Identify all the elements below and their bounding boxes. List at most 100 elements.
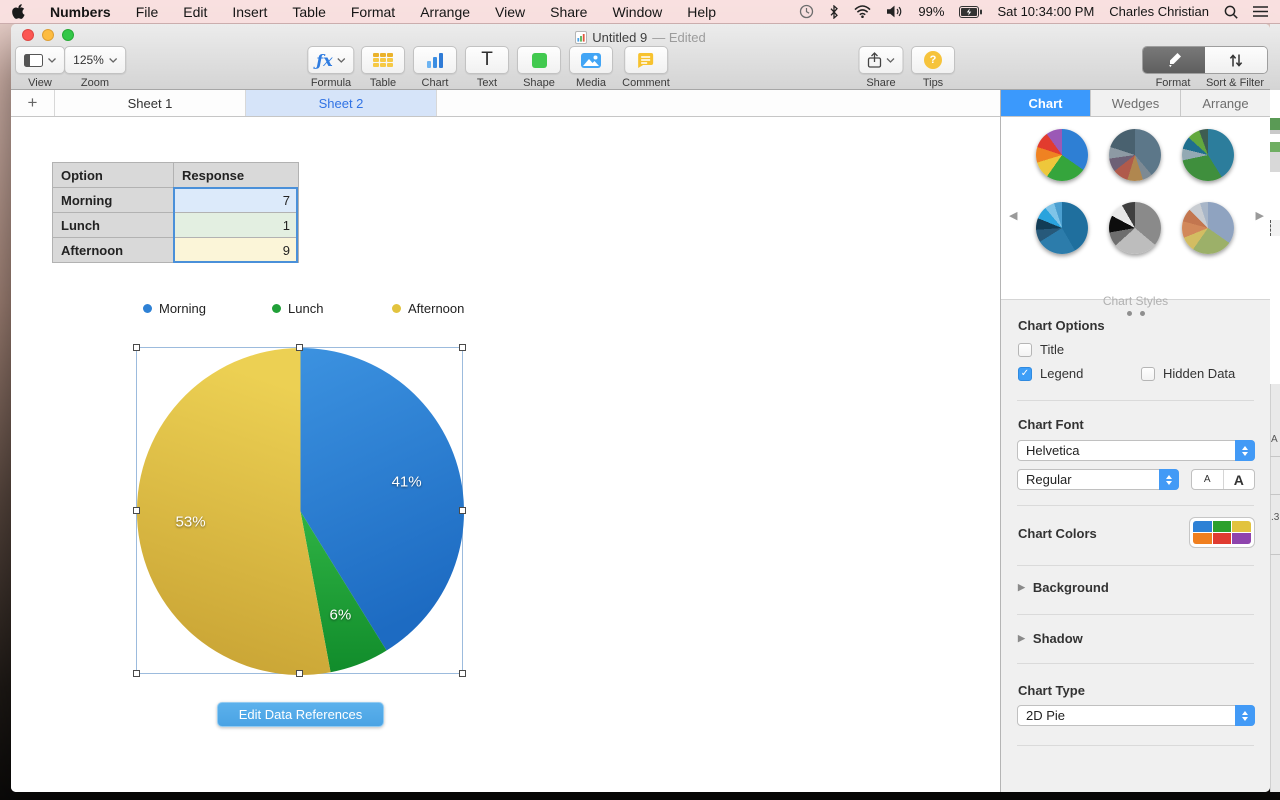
resize-handle[interactable]: [295, 670, 303, 677]
menu-user[interactable]: Charles Christian: [1109, 4, 1209, 19]
shadow-label: Shadow: [1032, 631, 1083, 646]
pie-slice-afternoon[interactable]: [136, 348, 331, 675]
resize-handle[interactable]: [133, 344, 140, 351]
format-sort-segment: Format Sort & Filter: [1142, 46, 1268, 89]
view-button[interactable]: View: [15, 46, 65, 89]
menu-item-share[interactable]: Share: [550, 3, 588, 20]
share-button[interactable]: Share: [858, 46, 904, 89]
menu-item-numbers[interactable]: Numbers: [50, 3, 111, 20]
sheet-canvas[interactable]: Option Response Morning 7 Lunch 1 Aftern…: [11, 117, 1000, 792]
chart-style-thumbnail-5[interactable]: [1109, 202, 1161, 254]
font-style-select[interactable]: Regular: [1017, 469, 1179, 490]
legend-item-lunch[interactable]: Lunch: [272, 301, 323, 316]
chart-styles-gallery: ◀ ▶ Chart Styles: [1001, 117, 1270, 316]
menu-item-edit[interactable]: Edit: [183, 3, 208, 20]
styles-next-icon[interactable]: ▶: [1255, 210, 1264, 222]
styles-page-dots[interactable]: [1001, 311, 1270, 316]
legend-item-morning[interactable]: Morning: [143, 301, 206, 316]
chart-type-select[interactable]: 2D Pie: [1017, 705, 1255, 726]
menu-item-window[interactable]: Window: [612, 3, 663, 20]
font-family-select[interactable]: Helvetica: [1017, 440, 1255, 461]
spotlight-search-icon[interactable]: [1224, 5, 1238, 19]
row-label-morning[interactable]: Morning: [52, 187, 174, 213]
media-tool-button[interactable]: Media: [569, 46, 613, 89]
chart-colors-swatch-button[interactable]: [1189, 517, 1255, 548]
shape-tool-button[interactable]: Shape: [517, 46, 561, 89]
chart-colors-header: Chart Colors: [1018, 526, 1097, 541]
cell-morning-value[interactable]: 7: [173, 187, 299, 213]
menu-item-table[interactable]: Table: [292, 3, 326, 20]
menu-item-format[interactable]: Format: [350, 3, 396, 20]
background-disclosure[interactable]: ▶ Background: [1018, 580, 1109, 595]
menu-item-help[interactable]: Help: [687, 3, 717, 20]
cell-lunch-value[interactable]: 1: [173, 212, 299, 238]
battery-icon[interactable]: [959, 5, 983, 18]
shadow-disclosure[interactable]: ▶ Shadow: [1018, 631, 1083, 646]
text-tool-button[interactable]: T Text: [465, 46, 509, 89]
sheet-tab-1[interactable]: Sheet 1: [55, 90, 246, 116]
legend-checkbox[interactable]: ✓: [1018, 366, 1032, 381]
resize-handle[interactable]: [295, 344, 303, 351]
resize-handle[interactable]: [133, 670, 140, 677]
menu-item-insert[interactable]: Insert: [232, 3, 268, 20]
divider: [1017, 505, 1254, 506]
pie-slice-lunch[interactable]: [300, 511, 387, 673]
disclosure-triangle-icon: ▶: [1018, 633, 1025, 643]
formula-button[interactable]: ƒx Formula: [307, 46, 355, 89]
apple-menu-icon[interactable]: [12, 3, 25, 20]
resize-handle[interactable]: [133, 506, 140, 514]
styles-prev-icon[interactable]: ◀: [1009, 210, 1018, 222]
hidden-data-checkbox[interactable]: [1141, 366, 1155, 381]
minimize-button[interactable]: [42, 29, 54, 41]
resize-handle[interactable]: [459, 670, 466, 677]
tips-button[interactable]: ? Tips: [911, 46, 955, 89]
chart-style-thumbnail-2[interactable]: [1109, 129, 1161, 181]
time-machine-icon[interactable]: [799, 4, 814, 19]
format-panel-button[interactable]: [1143, 47, 1205, 73]
header-cell-option[interactable]: Option: [52, 162, 174, 188]
decrease-font-button[interactable]: A: [1192, 470, 1224, 489]
pie-slice-morning[interactable]: [300, 348, 465, 651]
notification-center-icon[interactable]: [1253, 6, 1268, 17]
comment-tool-button[interactable]: Comment: [622, 46, 670, 89]
close-button[interactable]: [22, 29, 34, 41]
header-cell-response[interactable]: Response: [173, 162, 299, 188]
cell-afternoon-value[interactable]: 9: [173, 237, 299, 263]
chart-style-thumbnail-3[interactable]: [1182, 129, 1234, 181]
row-label-lunch[interactable]: Lunch: [52, 212, 174, 238]
row-label-afternoon[interactable]: Afternoon: [52, 237, 174, 263]
menu-item-arrange[interactable]: Arrange: [420, 3, 471, 20]
title-checkbox[interactable]: [1018, 342, 1032, 357]
menu-item-file[interactable]: File: [135, 3, 159, 20]
stepper-icon: [1235, 705, 1255, 726]
zoom-control[interactable]: 125% Zoom: [64, 46, 126, 89]
share-icon: [867, 52, 882, 68]
chart-style-thumbnail-6[interactable]: [1182, 202, 1234, 254]
wifi-icon[interactable]: [854, 5, 871, 18]
chart-style-thumbnail-1[interactable]: [1036, 129, 1088, 181]
menu-clock[interactable]: Sat 10:34:00 PM: [997, 4, 1095, 19]
edit-data-references-button[interactable]: Edit Data References: [217, 702, 384, 727]
sort-filter-button[interactable]: [1205, 47, 1267, 73]
zoom-window-button[interactable]: [62, 29, 74, 41]
background-window-sliver: A .3: [1270, 24, 1280, 792]
increase-font-button[interactable]: A: [1233, 471, 1244, 488]
sheet-tab-2[interactable]: Sheet 2: [246, 90, 437, 116]
table-tool-button[interactable]: Table: [361, 46, 405, 89]
sort-filter-label: Sort & Filter: [1205, 77, 1265, 89]
font-family-value: Helvetica: [1026, 443, 1080, 458]
volume-icon[interactable]: [886, 5, 903, 18]
add-sheet-button[interactable]: +: [11, 90, 55, 116]
tab-chart[interactable]: Chart: [1001, 90, 1091, 116]
bluetooth-icon[interactable]: [829, 4, 839, 19]
chart-style-thumbnail-4[interactable]: [1036, 202, 1088, 254]
pie-chart[interactable]: 41% 6% 53%: [133, 344, 466, 677]
legend-item-afternoon[interactable]: Afternoon: [392, 301, 464, 316]
resize-handle[interactable]: [459, 506, 466, 514]
table-row: Lunch 1: [52, 212, 299, 238]
chart-tool-button[interactable]: Chart: [413, 46, 457, 89]
tab-arrange[interactable]: Arrange: [1181, 90, 1270, 116]
resize-handle[interactable]: [459, 344, 466, 351]
tab-wedges[interactable]: Wedges: [1091, 90, 1181, 116]
menu-item-view[interactable]: View: [495, 3, 526, 20]
